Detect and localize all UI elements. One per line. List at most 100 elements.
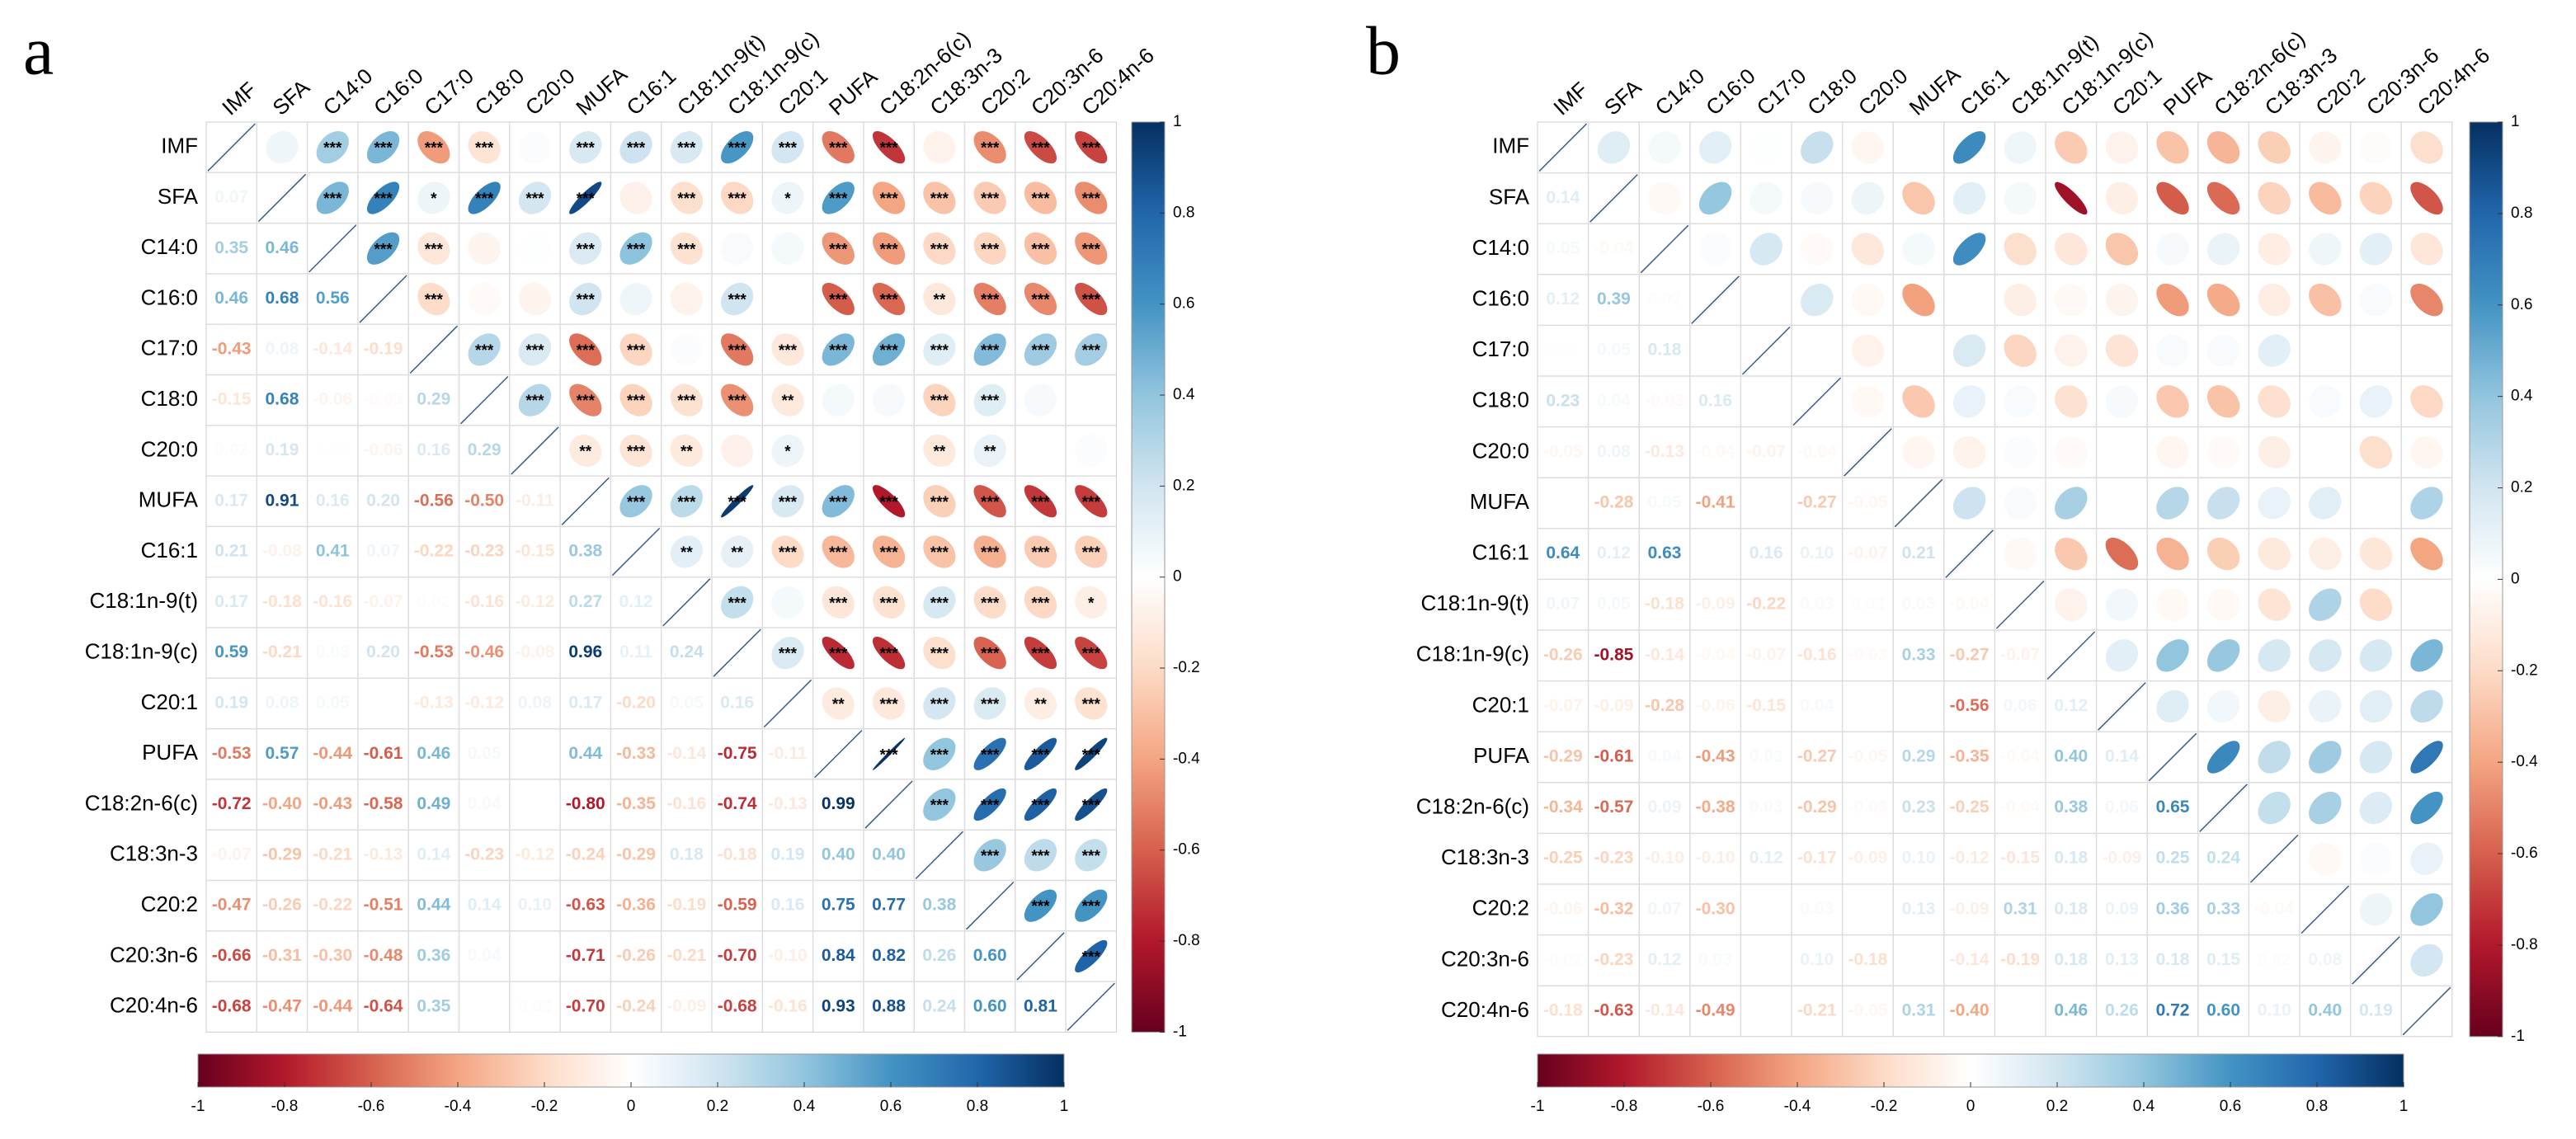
row-label: IMF [1492,134,1529,158]
correlation-ellipse [721,232,754,265]
correlation-label: 0.64 [1546,544,1580,562]
correlation-label: -0.47 [212,896,252,915]
correlation-ellipse [1902,435,1935,469]
correlation-label: 0.49 [417,794,450,813]
correlation-ellipse [2105,334,2139,367]
colorbar-tick-label: -0.8 [271,1098,299,1115]
correlation-label: 0.46 [266,238,299,257]
correlation-label: -0.23 [1594,849,1633,868]
correlation-label: 0.77 [872,896,906,915]
correlation-label: -0.13 [768,794,808,813]
correlation-label: -0.63 [1594,1001,1633,1020]
significance: *** [879,494,898,511]
significance: *** [930,595,949,612]
correlation-ellipse [923,434,956,468]
correlation-label: 0.31 [1902,1001,1936,1020]
significance: *** [677,140,696,158]
correlation-ellipse [1851,181,1885,215]
correlation-ellipse [721,282,754,316]
correlation-ellipse [1075,485,1108,518]
correlation-label: 0.19 [266,440,299,459]
correlation-ellipse [2258,283,2291,317]
correlation-ellipse [2156,537,2189,571]
correlation-ellipse [1648,181,1681,215]
correlation-ellipse [1597,131,1631,164]
correlation-ellipse [619,181,652,214]
correlation-label: -0.44 [313,996,352,1015]
correlation-label: -0.21 [1797,1001,1837,1020]
correlation-ellipse [721,485,754,518]
correlation-ellipse [619,333,652,366]
diagonal [2352,936,2400,985]
correlation-label: -0.57 [1594,798,1633,817]
correlation-ellipse [1851,131,1885,164]
column-label: C16:0 [369,64,428,120]
correlation-label: -0.13 [364,845,403,864]
correlation-ellipse [2309,487,2342,520]
correlation-ellipse [2309,233,2342,266]
row-label: C20:4n-6 [1441,997,1529,1022]
correlation-ellipse [2258,690,2291,723]
correlation-ellipse [2359,435,2393,469]
correlation-ellipse [2359,588,2393,621]
correlation-ellipse [1801,283,1834,317]
significance: *** [728,595,747,612]
correlation-label: -0.18 [718,845,757,864]
correlation-ellipse [2156,690,2189,723]
correlation-ellipse [2206,588,2240,621]
correlation-label: -0.10 [1645,849,1684,868]
correlation-ellipse [2309,791,2342,825]
correlation-ellipse [1075,131,1108,164]
correlation-ellipse [872,333,906,366]
correlation-ellipse [2359,842,2393,875]
correlation-label: 0.46 [2054,1001,2088,1020]
correlation-ellipse [923,586,956,619]
correlation-ellipse [2410,181,2443,215]
correlation-label: 0.03 [1902,595,1936,614]
correlation-label: -0.06 [364,440,403,459]
correlation-ellipse [1851,334,1885,367]
significance: *** [930,342,949,360]
correlation-label: 0.29 [417,390,450,409]
correlation-label: -0.48 [364,946,403,965]
correlation-ellipse [1952,131,1986,164]
correlation-ellipse [771,535,804,568]
significance: *** [475,191,494,208]
correlation-label: -0.15 [2000,849,2040,868]
correlation-label: -0.40 [262,794,302,813]
panel-label: b [1366,12,1401,89]
correlation-ellipse [2359,791,2393,825]
correlation-label: 0.04 [468,946,502,965]
significance: *** [981,241,1000,258]
diagonal [2301,885,2350,934]
correlation-ellipse [2359,181,2393,215]
correlation-ellipse [973,535,1006,568]
correlation-label: -0.28 [1645,696,1684,715]
row-label: C16:1 [141,538,198,562]
correlation-label: -0.56 [1950,696,1990,715]
correlation-label: 0.01 [316,440,350,459]
diagonal [2199,784,2248,832]
correlation-label: 0.36 [2156,899,2190,918]
correlation-label: -0.29 [262,845,302,864]
correlation-label: -0.71 [566,946,605,965]
correlation-ellipse [721,333,754,366]
correlation-label: 0.00 [1851,899,1885,918]
row-label: C18:3n-3 [1441,845,1529,869]
correlation-label: 0.41 [316,542,350,561]
correlation-label: -0.70 [566,996,605,1015]
correlation-ellipse [1648,131,1681,164]
correlation-label: 0.05 [468,744,502,763]
correlation-label: -0.03 [364,390,403,409]
significance: *** [1082,798,1101,815]
significance: *** [879,746,898,764]
correlation-ellipse [2206,639,2240,672]
correlation-label: -0.29 [1797,798,1837,817]
correlation-ellipse [2258,639,2291,672]
correlation-ellipse [771,232,804,265]
row-label: C18:0 [1472,388,1529,412]
correlation-ellipse [2004,131,2037,164]
diagonal [308,224,357,273]
correlation-label: -0.12 [516,845,555,864]
significance: *** [1082,241,1101,258]
